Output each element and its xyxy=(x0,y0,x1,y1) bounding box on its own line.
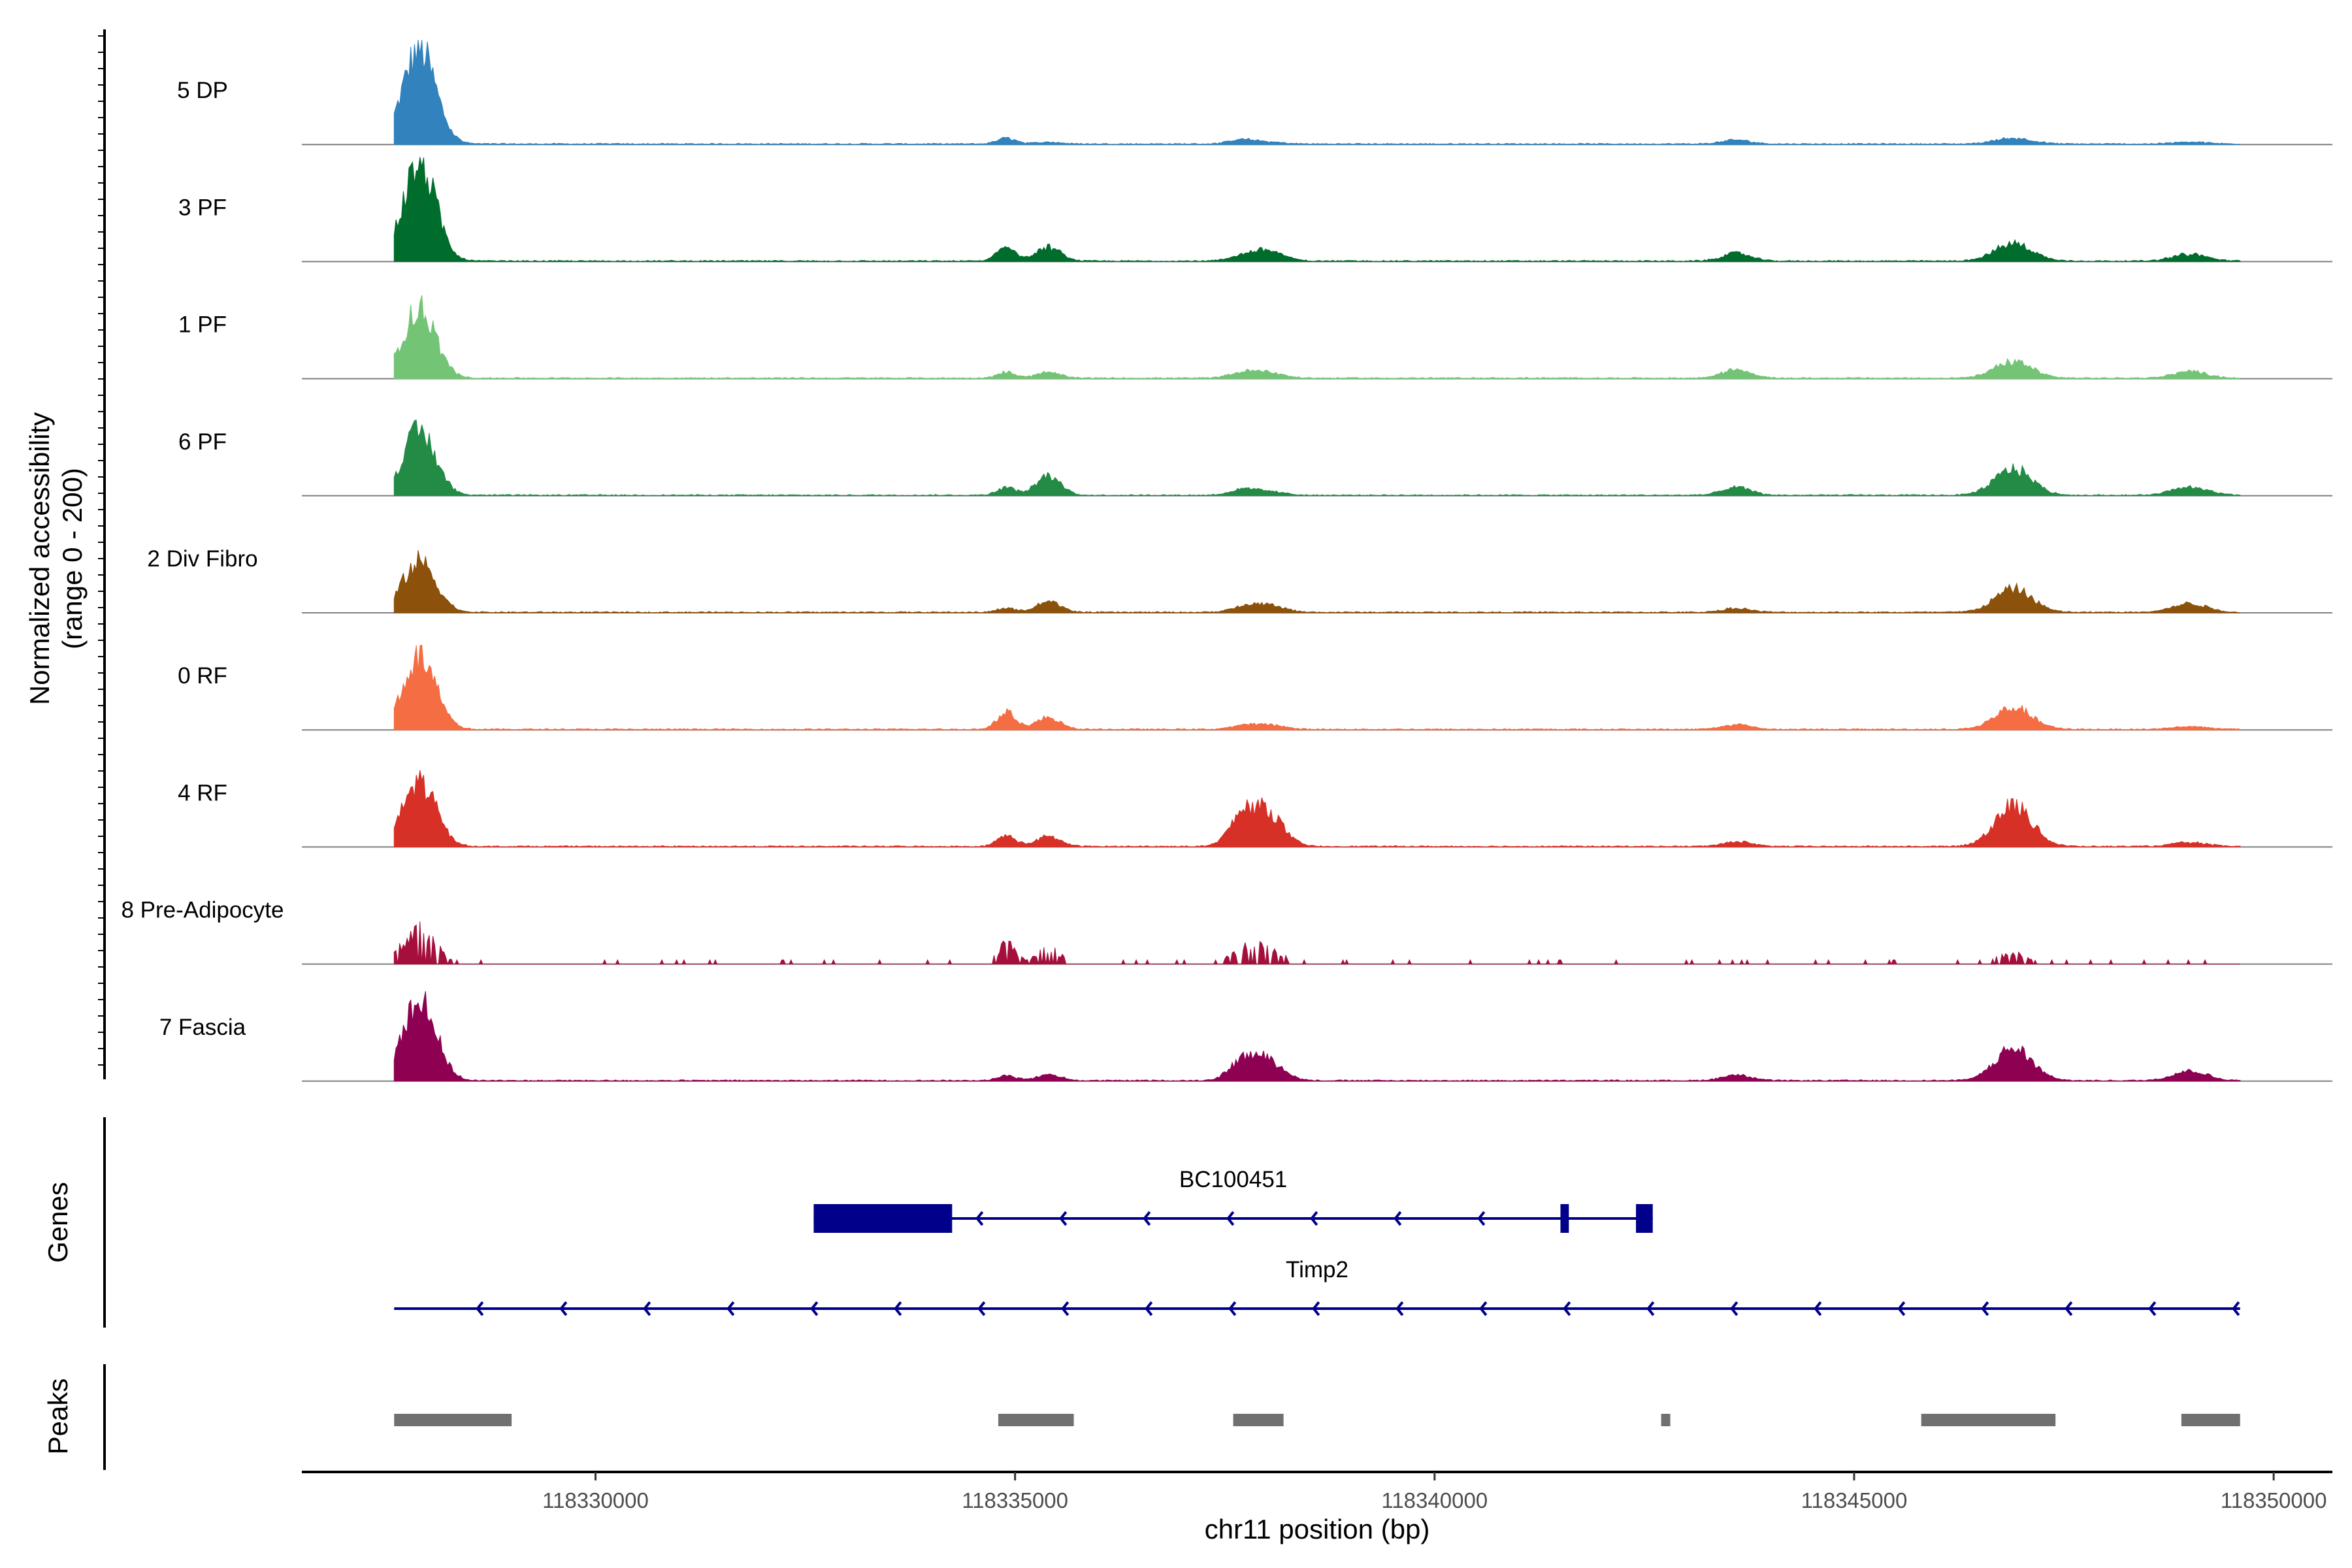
strand-arrow xyxy=(1730,1301,1739,1316)
coverage-track: 6 PF xyxy=(178,419,2332,497)
peak-region xyxy=(1233,1414,1284,1426)
gene-exon xyxy=(1560,1204,1569,1233)
strand-arrow xyxy=(559,1301,568,1316)
strand-arrow xyxy=(1646,1301,1655,1316)
gene-label: BC100451 xyxy=(1179,1167,1287,1192)
strand-arrow xyxy=(2065,1301,2073,1316)
strand-arrow xyxy=(1312,1301,1320,1316)
gene-model: BC100451 xyxy=(813,1167,1653,1233)
coverage-track: 4 RF xyxy=(178,770,2332,848)
peaks-track xyxy=(394,1414,2240,1426)
y-axis-label: Normalized accessibility xyxy=(24,412,55,705)
track-label: 6 PF xyxy=(178,429,227,455)
strand-arrow xyxy=(810,1301,819,1316)
gene-exon xyxy=(813,1204,953,1233)
y-axis-range: (range 0 - 200) xyxy=(57,468,88,649)
x-tick-label: 118330000 xyxy=(542,1488,649,1512)
track-label: 8 Pre-Adipocyte xyxy=(121,898,284,923)
coverage-tracks: 5 DP 3 PF 1 PF 6 PF 2 Div Fibro 0 RF 4 RF 8 Pre… xyxy=(121,40,2332,1082)
strand-arrow xyxy=(1061,1301,1070,1316)
strand-arrow xyxy=(2232,1301,2240,1316)
strand-arrow xyxy=(1059,1211,1068,1226)
genes-track-title: Genes xyxy=(42,1182,73,1263)
strand-arrow xyxy=(894,1301,902,1316)
x-tick-label: 118335000 xyxy=(962,1488,1068,1512)
peak-region xyxy=(1661,1414,1671,1426)
coverage-track: 8 Pre-Adipocyte xyxy=(121,898,2332,966)
track-label: 2 Div Fibro xyxy=(147,546,257,572)
peak-region xyxy=(394,1414,512,1426)
coverage-area xyxy=(393,419,2241,497)
coverage-left-ticks xyxy=(98,35,105,1066)
coverage-track: 1 PF xyxy=(178,295,2332,380)
x-tick-label: 118340000 xyxy=(1381,1488,1488,1512)
strand-arrow xyxy=(476,1301,484,1316)
peak-region xyxy=(2181,1414,2240,1426)
coverage-track: 0 RF xyxy=(178,644,2332,731)
y-axis-title: Normalized accessibility (range 0 - 200) xyxy=(24,412,88,705)
gene-label: Timp2 xyxy=(1286,1257,1348,1282)
strand-arrow xyxy=(1897,1301,1906,1316)
strand-arrow xyxy=(1228,1301,1237,1316)
peaks-track-title: Peaks xyxy=(42,1379,73,1455)
strand-arrow xyxy=(1394,1211,1402,1226)
strand-arrow xyxy=(643,1301,651,1316)
strand-arrow xyxy=(1226,1211,1235,1226)
strand-arrow xyxy=(1145,1301,1153,1316)
coverage-area xyxy=(393,644,2241,730)
strand-arrow xyxy=(727,1301,735,1316)
strand-arrow xyxy=(1143,1211,1151,1226)
gene-model: Timp2 xyxy=(394,1257,2240,1316)
coverage-area xyxy=(393,40,2241,145)
strand-arrow xyxy=(1814,1301,1822,1316)
strand-arrow xyxy=(1479,1301,1488,1316)
strand-arrow xyxy=(975,1211,984,1226)
gene-track: Timp2 BC100451 xyxy=(394,1167,2240,1316)
coverage-track: 7 Fascia xyxy=(159,991,2332,1082)
x-axis-ticks: 118330000 118335000 118340000 118345000 1183… xyxy=(542,1472,2327,1512)
strand-arrow xyxy=(2148,1301,2157,1316)
strand-arrow xyxy=(1563,1301,1571,1316)
coverage-area xyxy=(393,921,2240,966)
track-label: 4 RF xyxy=(178,780,227,806)
peak-region xyxy=(998,1414,1074,1426)
peak-region xyxy=(1921,1414,2056,1426)
x-tick-label: 118345000 xyxy=(1801,1488,1908,1512)
strand-arrow xyxy=(1396,1301,1404,1316)
coverage-area xyxy=(393,991,2241,1082)
coverage-track: 5 DP xyxy=(177,40,2332,146)
strand-arrow xyxy=(1981,1301,1989,1316)
coverage-area xyxy=(393,550,2241,613)
x-axis-title: chr11 position (bp) xyxy=(1205,1514,1430,1544)
coverage-track: 2 Div Fibro xyxy=(147,546,2332,613)
coverage-area xyxy=(393,770,2241,847)
strand-arrow xyxy=(1477,1211,1486,1226)
coverage-area xyxy=(393,157,2241,262)
track-label: 0 RF xyxy=(178,663,227,689)
track-label: 5 DP xyxy=(177,78,228,103)
coverage-track: 3 PF xyxy=(178,157,2332,263)
track-label: 7 Fascia xyxy=(159,1015,246,1040)
x-tick-label: 118350000 xyxy=(2221,1488,2327,1512)
track-label: 3 PF xyxy=(178,195,227,220)
track-label: 1 PF xyxy=(178,312,227,338)
gene-exon xyxy=(1636,1204,1653,1233)
coverage-area xyxy=(393,295,2241,380)
strand-arrow xyxy=(977,1301,986,1316)
strand-arrow xyxy=(1310,1211,1318,1226)
